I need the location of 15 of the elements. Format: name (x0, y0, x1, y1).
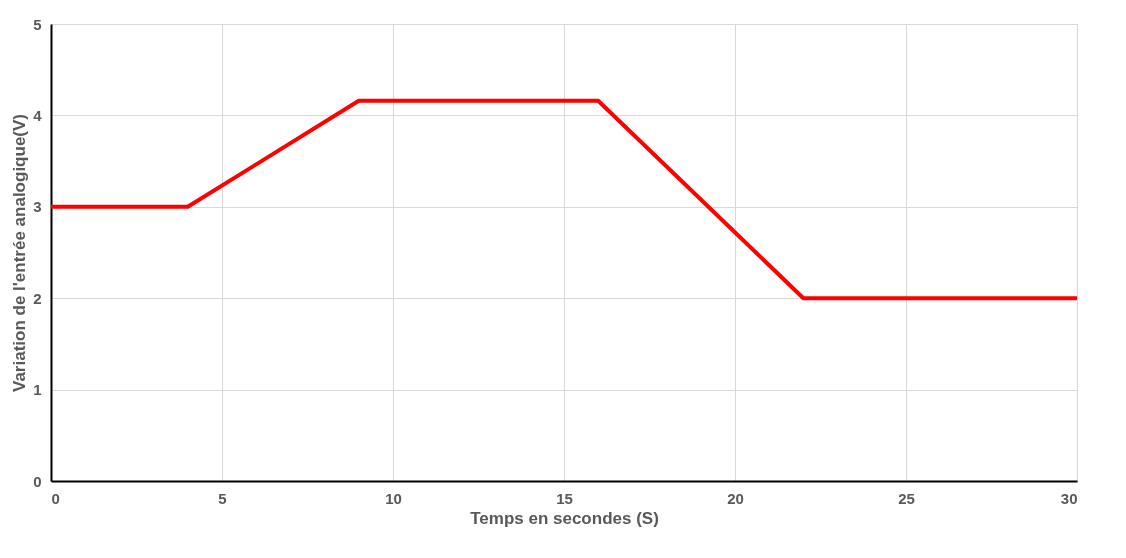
x-tick-label: 0 (51, 489, 60, 507)
y-tick-label: 1 (33, 381, 42, 399)
x-tick-label: 30 (1060, 489, 1078, 507)
y-tick-label: 0 (33, 472, 42, 490)
y-tick-label: 5 (33, 15, 42, 33)
x-tick-label: 20 (727, 489, 744, 507)
x-tick-label: 15 (556, 489, 573, 507)
x-tick-label: 10 (385, 489, 402, 507)
x-tick-label: 25 (898, 489, 915, 507)
x-tick-label: 5 (218, 489, 227, 507)
y-axis-title: Variation de l'entrée analogique(V) (10, 114, 30, 392)
y-tick-label: 2 (33, 289, 42, 307)
y-tick-label: 4 (33, 106, 43, 124)
y-tick-label: 3 (33, 198, 42, 216)
x-axis-title: Temps en secondes (S) (470, 508, 659, 528)
